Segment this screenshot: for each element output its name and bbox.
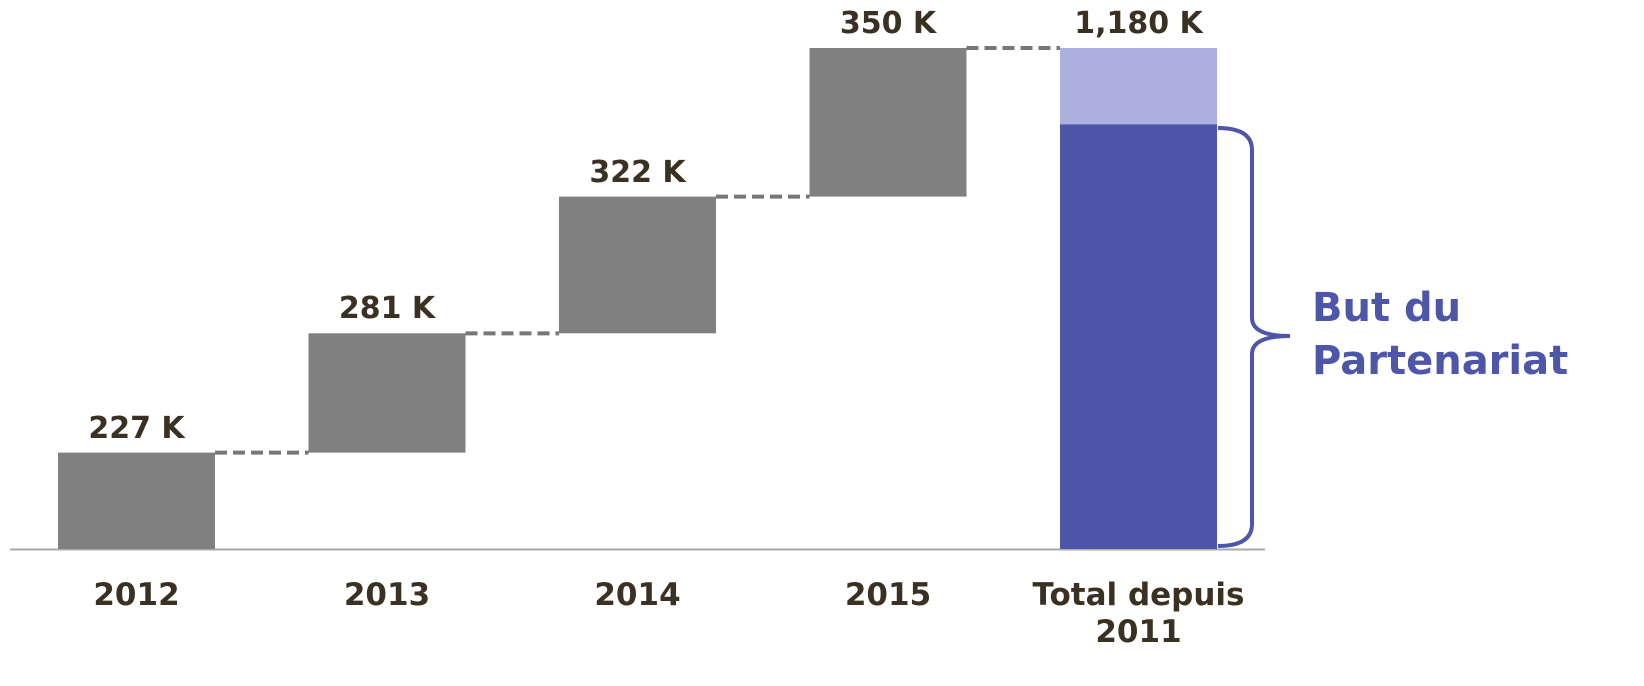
annotation: But du Partenariat bbox=[1312, 285, 1569, 385]
step-bar bbox=[559, 196, 716, 334]
step-bar bbox=[58, 452, 215, 549]
value-label: 1,180 K bbox=[1074, 6, 1203, 41]
value-label: 281 K bbox=[338, 291, 436, 327]
value-label: 350 K bbox=[839, 6, 937, 41]
bracket bbox=[1217, 126, 1291, 548]
value-label: 322 K bbox=[589, 154, 686, 190]
value-label: 227 K bbox=[88, 410, 185, 446]
category-label: 2013 bbox=[343, 577, 431, 613]
category-label: Total depuis 2011 bbox=[1032, 577, 1245, 651]
step-bar bbox=[809, 48, 967, 197]
step-bar bbox=[308, 333, 466, 453]
goal-bar bbox=[1060, 124, 1217, 549]
category-label: 2014 bbox=[594, 577, 681, 613]
category-label: 2012 bbox=[93, 577, 180, 613]
category-label: 2015 bbox=[844, 577, 932, 613]
